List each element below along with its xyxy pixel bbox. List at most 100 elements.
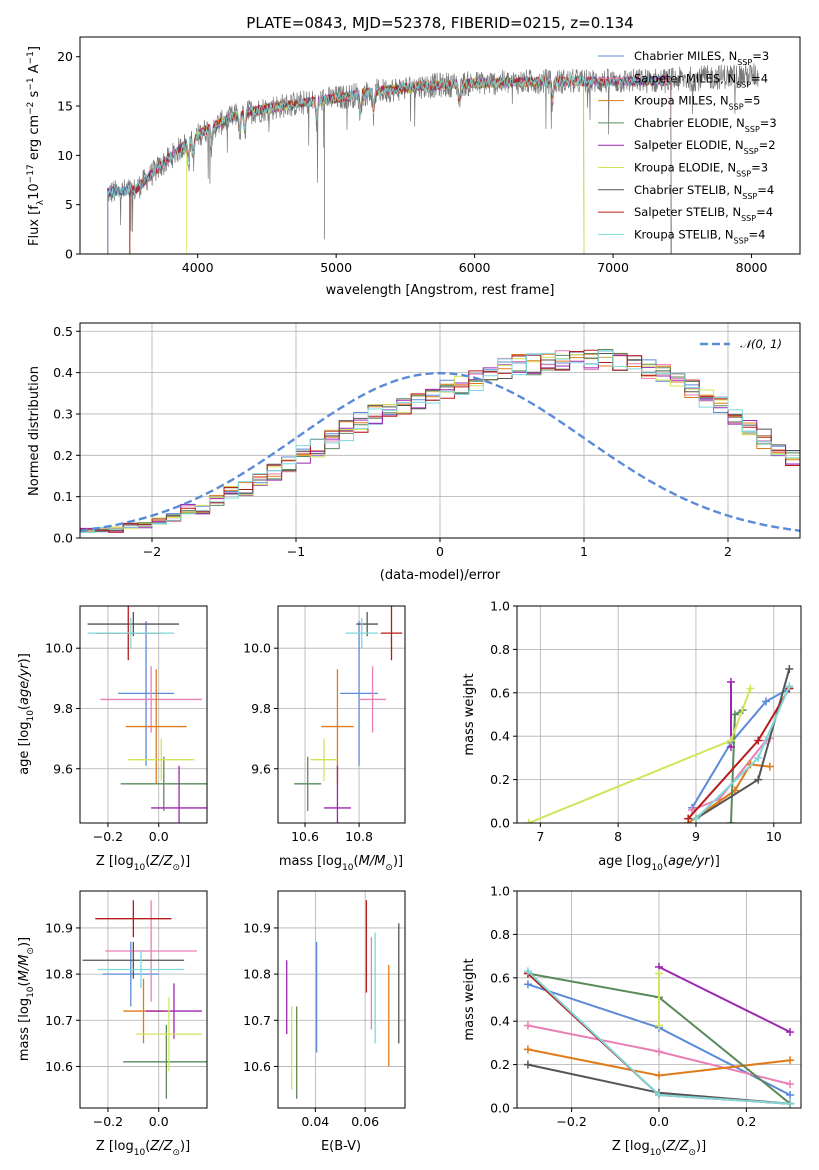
legend-label: Chabrier MILES, N [634,49,737,63]
mass_vs_Z-ytick-label: 10.9 [45,920,73,935]
spectrum-ylabel-part: Flux [f [27,205,42,246]
residual-ylabel: Normed distribution [27,366,42,496]
mass-z-ylabel-part: 10 [26,986,36,998]
mass_vs_Z-frame [79,890,208,1109]
legend-count: =2 [759,138,776,152]
age-mass-xlabel-part: mass [log [279,854,342,869]
weight-line-chabrier_stelib [695,668,791,820]
spectrum-ytick-label: 10 [57,148,73,163]
spectrum-ytick-label: 15 [57,99,73,114]
weight_vs_Z-ytick-label: 0.4 [490,1014,510,1029]
weight-age-xlabel-part: 10 [651,863,663,873]
legend-entry: Chabrier MILES, NSSP=3 [634,49,769,67]
spectrum-ylabel: Flux [fλ10−17 erg cm−2 s−1 A−1] [26,46,46,246]
weight-z-xlabel-part: 10 [650,1148,662,1158]
legend-label: Chabrier ELODIE, N [634,116,745,130]
legend-entry: Kroupa STELIB, NSSP=4 [634,227,765,245]
weight-z-xlabel-part: ( [661,1139,666,1154]
weight-z-xlabel-part: Z/Z [665,1139,689,1154]
age-z-ylabel-part: age [log [17,722,32,775]
age_vs_Z-xtick-label: −0.2 [93,829,123,844]
spectrum-xtick-label: 7000 [597,260,629,275]
age-z-ylabel: age [log10(age/yr)] [17,653,36,775]
age-z-xlabel-part: ( [145,854,150,869]
histogram-step-chabrier_stelib [80,351,800,538]
legend-normal-label: 𝒩(0, 1) [740,337,782,351]
weight-line-chabrier_miles [691,687,790,809]
residual_hist-plot-area [80,349,800,538]
residual_hist-ytick-label: 0.5 [53,324,73,339]
mass_vs_ebv-ytick-label: 10.8 [243,967,271,982]
legend-count: =4 [751,71,768,85]
mass-z-ylabel-part: )] [17,937,32,947]
spectrum-xtick-label: 6000 [459,260,491,275]
spectrum-frame [79,36,801,255]
age_vs_mass-panel: 10.6 10.8 9.6 9.8 10.0 mass [log10(M/M⊙)] [243,605,406,873]
age-mass-xlabel: mass [log10(M/M⊙)] [279,854,403,873]
weight_vs_Z-xtick-label: 0.2 [736,1114,756,1129]
spectrum-panel: 4000 5000 6000 7000 8000 0 5 10 15 20 Chabrier MIL… [26,36,801,298]
residual_hist-xtick-label: −2 [143,544,161,559]
weight-line-salpeter_miles [691,737,771,811]
model-spectrum-chabrier_elodie [107,75,672,254]
legend-count: =5 [744,94,761,108]
age_vs_mass-plot-area [294,606,403,823]
legend-label: Salpeter STELIB, N [634,205,741,219]
weight_vs_Z-xtick-label: 0.0 [649,1114,669,1129]
mass_vs_Z-xtick-label: −0.2 [93,1114,123,1129]
legend-subscript: SSP [741,214,756,223]
legend-count: =4 [756,205,773,219]
model-spectrum-chabrier_stelib [107,74,672,254]
spectrum-xtick-label: 8000 [736,260,768,275]
weight-line-salpeter_elodie [658,966,791,1033]
residual_hist-xtick-label: 0 [436,544,444,559]
mass_vs_Z-plot-area [82,900,207,1099]
spectrum-xlabel: wavelength [Angstrom, rest frame] [326,283,555,298]
weight-age-xlabel-part: )] [710,854,720,869]
weight_vs_age-plot-area [524,664,794,823]
mass_vs_ebv-plot-area [286,900,400,1099]
legend-entry: Kroupa ELODIE, NSSP=3 [634,161,768,179]
mass_vs_ebv-xtick-label: 0.04 [301,1114,329,1129]
legend-count: =3 [760,116,777,130]
legend-subscript: SSP [736,80,751,89]
legend-entry: Salpeter MILES, NSSP=4 [634,71,768,89]
age_vs_Z-panel: −0.2 0.09.69.810.0Z [log10(Z/Z⊙)]age [log… [17,605,208,873]
residual_hist-frame [79,322,801,539]
age-z-ylabel-part: ( [17,705,32,710]
age_vs_Z-ytick-label: 9.8 [53,701,73,716]
mass-z-xlabel-part: ⊙ [172,1148,180,1158]
mass-z-ylabel-part: ⊙ [26,947,36,955]
weight-age-xlabel-part: ( [663,854,668,869]
weight_vs_age-ytick-label: 0.6 [490,685,510,700]
legend-entry: Chabrier STELIB, NSSP=4 [634,183,774,201]
spectrum-ylabel-part: 10 [27,183,42,200]
spectrum-ytick-label: 20 [57,49,73,64]
legend-subscript: SSP [734,236,749,245]
age_vs_mass-ytick-label: 9.6 [251,761,271,776]
weight_vs_age-xtick-label: 8 [614,829,622,844]
weight_vs_age-ytick-label: 0.8 [490,642,510,657]
weight_vs_Z-ytick-label: 1.0 [490,884,510,899]
mass-z-ylabel: mass [log10(M/M⊙)] [17,937,36,1061]
mass-z-ylabel-part: mass [log [17,998,32,1061]
age_vs_Z-plot-area [87,606,207,823]
residual-xlabel: (data-model)/error [380,568,501,583]
spectrum-ytick-label: 0 [65,247,73,262]
legend-count: =3 [751,161,768,175]
spectrum-ylabel-part: −17 [26,164,36,183]
age-z-xlabel-part: ⊙ [172,863,180,873]
age-mass-xlabel-part: ( [354,854,359,869]
spectrum-ylabel-part: erg cm [27,115,42,164]
mass-ebv-xlabel: E(B-V) [321,1139,361,1154]
weight_vs_Z-ytick-label: 0.2 [490,1057,510,1072]
histogram-step-kroupa_stelib [80,350,800,538]
weight-z-xlabel-part: ⊙ [688,1148,696,1158]
legend-count: =3 [752,49,769,63]
weight_vs_Z-panel: −0.2 0.0 0.2 0.0 0.2 0.4 0.6 0.8 1.0 mass weight Z… [462,884,802,1158]
residual_hist-ytick-label: 0.1 [53,489,73,504]
mass_vs_Z-ytick-label: 10.8 [45,967,73,982]
weight_vs_age-frame [516,605,802,824]
mass-z-xlabel-part: Z/Z [149,1139,173,1154]
